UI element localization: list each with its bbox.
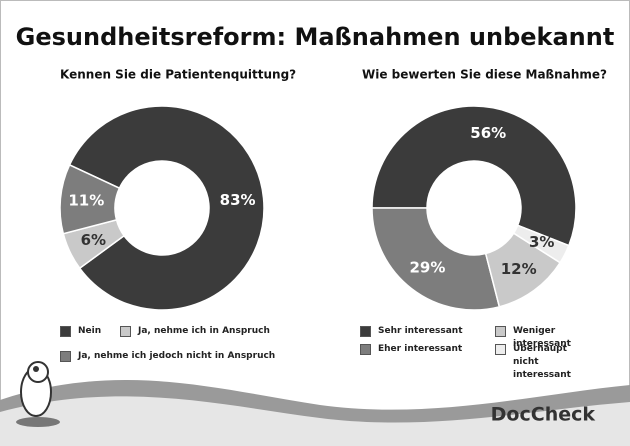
legend-swatch [495,326,506,337]
chart-title: Wie bewerten Sie diese Maßnahme? [362,68,607,82]
legend-label: Ja, nehme ich in Anspruch [138,326,270,336]
mascot [16,361,60,427]
value-label: 11% [68,192,104,210]
legend-label: Überhaupt nicht interessant [513,344,571,380]
legend-label: Sehr interessant [378,326,463,336]
legend-item: Sehr interessant [360,325,490,338]
value-label: 83% [220,191,256,209]
legend-item: Weniger interessant [495,325,615,351]
page-title: Gesundheitsreform: Maßnahmen unbekannt [16,23,615,51]
legend-item: Eher interessant [360,343,490,356]
brand: DocCheck [491,404,596,426]
legend-swatch [60,326,71,337]
donut-slice [371,105,577,247]
legend-item: Überhaupt nicht interessant [495,343,585,382]
donut-slice [68,105,265,311]
value-label: 6% [81,231,106,249]
donut-slice [59,163,121,235]
donut-slice [371,207,501,311]
legend-label: Weniger interessant [513,326,571,349]
legend-swatch [120,326,131,337]
legend-swatch [360,344,371,355]
legend-swatch [495,344,506,355]
legend-swatch [60,351,71,362]
value-label: 3% [529,233,554,251]
value-label: 56% [470,124,506,142]
legend-item: Nein [60,325,130,338]
value-label: 29% [409,259,445,277]
footer-wave-light [0,396,630,446]
legend-item: Ja, nehme ich jedoch nicht in Anspruch [60,350,300,363]
value-label: 12% [501,260,537,278]
legend-label: Ja, nehme ich jedoch nicht in Anspruch [78,351,276,361]
legend-item: Ja, nehme ich in Anspruch [120,325,300,338]
legend-label: Nein [78,326,102,336]
legend-swatch [360,326,371,337]
chart-title: Kennen Sie die Patientenquittung? [60,68,296,82]
legend-label: Eher interessant [378,344,463,354]
donut-slice [512,224,570,264]
